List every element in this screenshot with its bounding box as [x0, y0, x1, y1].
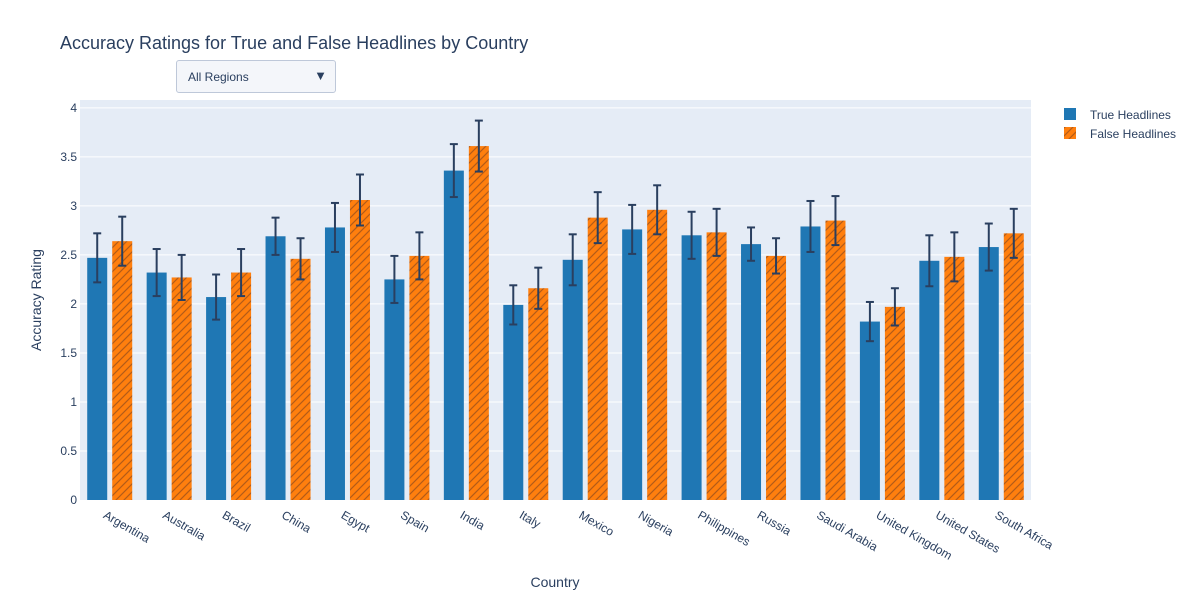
bar-false-headlines[interactable] — [884, 306, 905, 500]
bar-true-headlines[interactable] — [681, 235, 702, 500]
chevron-down-icon: ▼ — [314, 68, 327, 83]
y-axis-ticks: 0 0.5 1 1.5 2 2.5 3 3.5 4 — [60, 101, 77, 507]
x-tick-label: Mexico — [576, 508, 616, 539]
x-tick-label: Egypt — [339, 508, 373, 536]
bar-true-headlines[interactable] — [741, 244, 762, 500]
bar-true-headlines[interactable] — [384, 279, 405, 500]
y-tick-label: 0 — [70, 493, 77, 507]
legend-swatch-true — [1064, 108, 1076, 120]
bar-false-headlines[interactable] — [528, 288, 549, 500]
x-tick-label: Spain — [398, 508, 432, 535]
y-tick-label: 1.5 — [60, 346, 77, 360]
bar-true-headlines[interactable] — [859, 321, 880, 500]
x-tick-label: Brazil — [220, 508, 253, 535]
region-dropdown-label: All Regions — [188, 70, 249, 84]
bar-false-headlines[interactable] — [468, 146, 489, 500]
x-tick-label: Nigeria — [636, 508, 676, 539]
bar-true-headlines[interactable] — [978, 247, 999, 500]
y-tick-label: 2.5 — [60, 248, 77, 262]
x-tick-label: Italy — [517, 508, 543, 531]
bar-false-headlines[interactable] — [290, 258, 311, 500]
legend[interactable]: True Headlines False Headlines — [1064, 108, 1176, 141]
bar-true-headlines[interactable] — [919, 260, 940, 500]
x-axis-title: Country — [530, 574, 579, 590]
y-tick-label: 0.5 — [60, 444, 77, 458]
x-axis-ticks: Argentina Australia Brazil China Egypt Spain I… — [101, 508, 1056, 563]
x-tick-label: South Africa — [993, 508, 1056, 553]
x-tick-label: India — [458, 508, 488, 533]
bar-false-headlines[interactable] — [647, 209, 668, 500]
bar-true-headlines[interactable] — [265, 236, 286, 500]
x-tick-label: Russia — [755, 508, 794, 539]
bar-false-headlines[interactable] — [409, 255, 430, 500]
legend-label-false: False Headlines — [1090, 127, 1176, 141]
bar-false-headlines[interactable] — [231, 272, 252, 500]
bar-true-headlines[interactable] — [324, 227, 345, 500]
bar-false-headlines[interactable] — [706, 232, 727, 500]
chart-title: Accuracy Ratings for True and False Head… — [60, 33, 529, 53]
bar-true-headlines[interactable] — [503, 304, 524, 500]
bar-false-headlines[interactable] — [1003, 233, 1024, 501]
bar-true-headlines[interactable] — [87, 257, 108, 500]
bar-false-headlines[interactable] — [112, 241, 133, 501]
y-tick-label: 1 — [70, 395, 77, 409]
y-tick-label: 2 — [70, 297, 77, 311]
error-bars — [93, 119, 1018, 343]
bar-false-headlines[interactable] — [587, 217, 608, 500]
y-tick-label: 3.5 — [60, 150, 77, 164]
bar-true-headlines[interactable] — [206, 297, 227, 500]
bar-false-headlines[interactable] — [766, 255, 787, 500]
y-axis-title: Accuracy Rating — [28, 249, 44, 351]
bar-true-headlines[interactable] — [622, 229, 643, 501]
x-tick-label: Philippines — [695, 508, 752, 549]
y-tick-label: 3 — [70, 199, 77, 213]
bar-true-headlines[interactable] — [146, 272, 167, 500]
bar-false-headlines[interactable] — [349, 200, 370, 500]
legend-label-true: True Headlines — [1090, 108, 1171, 122]
x-tick-label: Australia — [160, 508, 208, 544]
y-tick-label: 4 — [70, 101, 77, 115]
bars — [87, 146, 1024, 501]
bar-false-headlines[interactable] — [171, 277, 192, 500]
legend-swatch-false — [1064, 127, 1076, 139]
bar-true-headlines[interactable] — [800, 226, 821, 500]
bar-true-headlines[interactable] — [562, 259, 583, 500]
x-tick-label: Saudi Arabia — [814, 508, 880, 554]
bar-true-headlines[interactable] — [443, 170, 464, 500]
bar-false-headlines[interactable] — [825, 220, 846, 500]
region-dropdown[interactable]: All Regions ▼ — [176, 60, 336, 93]
bar-false-headlines[interactable] — [944, 256, 965, 500]
x-tick-label: Argentina — [101, 508, 153, 546]
x-tick-label: China — [279, 508, 313, 536]
